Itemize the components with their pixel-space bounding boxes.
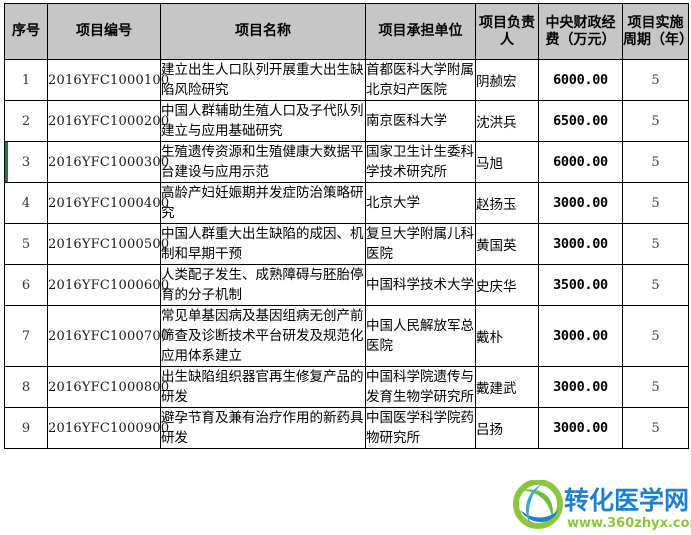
cell-name[interactable]: 常见单基因病及基因组病无创产前筛查及诊断技术平台研发及规范化应用体系建立	[160, 305, 366, 367]
cell-fund[interactable]: 6000.00	[538, 59, 623, 101]
project-table: 序号 项目编号 项目名称 项目承担单位 项目负责人 中央财政经费（万元） 项目实…	[4, 3, 691, 449]
cell-leader[interactable]: 沈洪兵	[475, 100, 539, 142]
table-header: 序号 项目编号 项目名称 项目承担单位 项目负责人 中央财政经费（万元） 项目实…	[4, 3, 691, 60]
cell-org[interactable]: 南京医科大学	[365, 100, 476, 142]
cell-fund[interactable]: 3500.00	[538, 264, 623, 306]
cell-years[interactable]: 5	[622, 182, 689, 224]
cell-code[interactable]: 2016YFC1000800	[47, 366, 169, 408]
cell-org[interactable]: 中国科学院遗传与发育生物学研究所	[365, 366, 476, 408]
cell-name[interactable]: 避孕节育及兼有治疗作用的新药具研发	[160, 407, 366, 449]
cell-years[interactable]: 5	[622, 407, 689, 449]
column-header-name[interactable]: 项目名称	[160, 3, 366, 60]
table-row[interactable]: 9 2016YFC1000900 避孕节育及兼有治疗作用的新药具研发 中国医学科学院药…	[4, 407, 689, 449]
column-header-fund[interactable]: 中央财政经费（万元）	[538, 3, 623, 60]
watermark-url: www.360zhyx.com	[567, 516, 691, 531]
cell-name[interactable]: 建立出生人口队列开展重大出生缺陷风险研究	[160, 59, 366, 101]
site-watermark: 转化医学网 www.360zhyx.com	[512, 480, 691, 535]
cell-years[interactable]: 5	[622, 100, 689, 142]
table-row[interactable]: 4 2016YFC1000400 高龄产妇妊娠期并发症防治策略研究 北京大学 赵扬玉 30…	[4, 182, 689, 224]
cell-org[interactable]: 国家卫生计生委科学技术研究所	[365, 141, 476, 183]
cell-fund[interactable]: 6500.00	[538, 100, 623, 142]
cell-code[interactable]: 2016YFC1000500	[47, 223, 169, 265]
cell-leader[interactable]: 赵扬玉	[475, 182, 539, 224]
cell-leader[interactable]: 史庆华	[475, 264, 539, 306]
cell-seq[interactable]: 9	[4, 407, 48, 449]
table-row[interactable]: 3 2016YFC1000300 生殖遗传资源和生殖健康大数据平台建设与应用示范 国家…	[4, 141, 689, 183]
cell-name[interactable]: 人类配子发生、成熟障碍与胚胎停育的分子机制	[160, 264, 366, 306]
cell-leader[interactable]: 黄国英	[475, 223, 539, 265]
cell-org[interactable]: 复旦大学附属儿科医院	[365, 223, 476, 265]
table-row[interactable]: 1 2016YFC1000100 建立出生人口队列开展重大出生缺陷风险研究 首都医科大…	[4, 59, 689, 101]
cell-years[interactable]: 5	[622, 305, 689, 367]
table-row[interactable]: 7 2016YFC1000700 常见单基因病及基因组病无创产前筛查及诊断技术平台研…	[4, 305, 689, 367]
table-body: 1 2016YFC1000100 建立出生人口队列开展重大出生缺陷风险研究 首都医科大…	[4, 59, 689, 449]
cell-seq[interactable]: 2	[4, 100, 48, 142]
cell-years[interactable]: 5	[622, 366, 689, 408]
column-header-code[interactable]: 项目编号	[47, 3, 161, 60]
cell-code[interactable]: 2016YFC1000300	[47, 141, 169, 183]
cell-name[interactable]: 出生缺陷组织器官再生修复产品的研发	[160, 366, 366, 408]
cell-years[interactable]: 5	[622, 141, 689, 183]
watermark-site-name: 转化医学网	[564, 486, 689, 515]
cell-code[interactable]: 2016YFC1000200	[47, 100, 169, 142]
table-row[interactable]: 5 2016YFC1000500 中国人群重大出生缺陷的成因、机制和早期干预 复旦大学…	[4, 223, 689, 265]
cell-org[interactable]: 中国医学科学院药物研究所	[365, 407, 476, 449]
cell-years[interactable]: 5	[622, 223, 689, 265]
cell-seq[interactable]: 1	[4, 59, 48, 101]
cell-fund[interactable]: 3000.00	[538, 305, 623, 367]
watermark-swoosh-icon	[513, 480, 563, 529]
column-header-leader[interactable]: 项目负责人	[475, 3, 539, 60]
cell-fund[interactable]: 6000.00	[538, 141, 623, 183]
cell-name[interactable]: 生殖遗传资源和生殖健康大数据平台建设与应用示范	[160, 141, 366, 183]
cell-leader[interactable]: 吕扬	[475, 407, 539, 449]
cell-years[interactable]: 5	[622, 264, 689, 306]
cell-fund[interactable]: 3000.00	[538, 223, 623, 265]
cell-code[interactable]: 2016YFC1000400	[47, 182, 169, 224]
cell-code[interactable]: 2016YFC1000700	[47, 305, 169, 367]
cell-seq[interactable]: 7	[4, 305, 48, 367]
cell-code[interactable]: 2016YFC1000600	[47, 264, 169, 306]
cell-fund[interactable]: 3000.00	[538, 366, 623, 408]
cell-name[interactable]: 高龄产妇妊娠期并发症防治策略研究	[160, 182, 366, 224]
cell-fund[interactable]: 3000.00	[538, 407, 623, 449]
cell-seq[interactable]: 4	[4, 182, 48, 224]
table-row[interactable]: 2 2016YFC1000200 中国人群辅助生殖人口及子代队列建立与应用基础研究南…	[4, 100, 689, 142]
cell-code[interactable]: 2016YFC1000900	[47, 407, 169, 449]
cell-seq[interactable]: 6	[4, 264, 48, 306]
cell-seq[interactable]: 8	[4, 366, 48, 408]
column-header-years[interactable]: 项目实施周期（年）	[622, 3, 691, 60]
cell-seq[interactable]: 5	[4, 223, 48, 265]
table-row[interactable]: 6 2016YFC1000600 人类配子发生、成熟障碍与胚胎停育的分子机制 中国科学…	[4, 264, 689, 306]
cell-years[interactable]: 5	[622, 59, 689, 101]
cell-name[interactable]: 中国人群重大出生缺陷的成因、机制和早期干预	[160, 223, 366, 265]
cell-seq[interactable]: 3	[4, 141, 48, 183]
cell-leader[interactable]: 阴赪宏	[475, 59, 539, 101]
header-row: 序号 项目编号 项目名称 项目承担单位 项目负责人 中央财政经费（万元） 项目实…	[4, 3, 691, 60]
cell-fund[interactable]: 3000.00	[538, 182, 623, 224]
table-row[interactable]: 8 2016YFC1000800 出生缺陷组织器官再生修复产品的研发 中国科学院遗传与…	[4, 366, 689, 408]
cell-org[interactable]: 北京大学	[365, 182, 476, 224]
cell-leader[interactable]: 戴朴	[475, 305, 539, 367]
cell-leader[interactable]: 戴建武	[475, 366, 539, 408]
cell-org[interactable]: 中国人民解放军总医院	[365, 305, 476, 367]
cell-org[interactable]: 中国科学技术大学	[365, 264, 476, 306]
column-header-org[interactable]: 项目承担单位	[365, 3, 476, 60]
column-header-seq[interactable]: 序号	[4, 3, 48, 60]
cell-name[interactable]: 中国人群辅助生殖人口及子代队列建立与应用基础研究	[160, 100, 366, 142]
cell-code[interactable]: 2016YFC1000100	[47, 59, 169, 101]
cell-leader[interactable]: 马旭	[475, 141, 539, 183]
cell-org[interactable]: 首都医科大学附属北京妇产医院	[365, 59, 476, 101]
